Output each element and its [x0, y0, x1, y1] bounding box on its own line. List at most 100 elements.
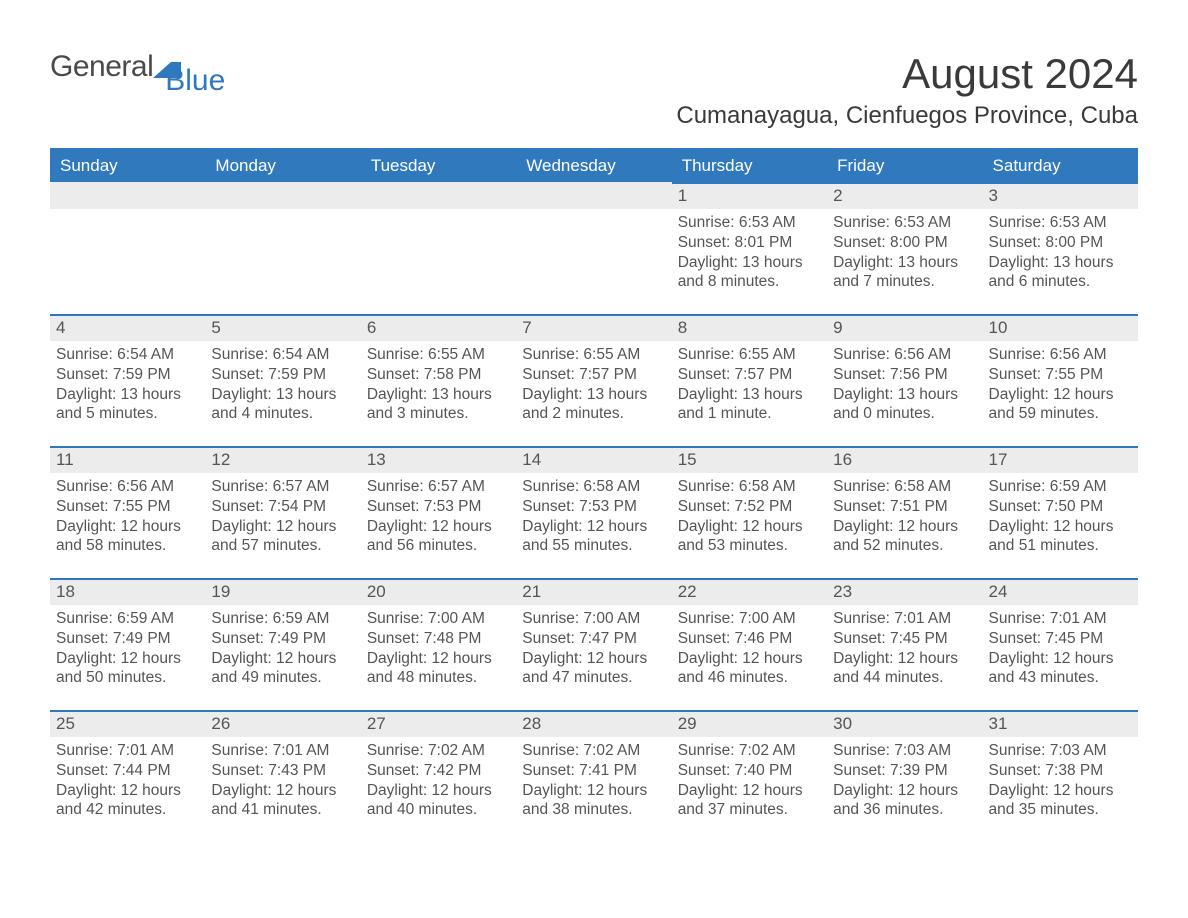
day-cell: 11Sunrise: 6:56 AMSunset: 7:55 PMDayligh… — [50, 446, 205, 578]
day-cell: 1Sunrise: 6:53 AMSunset: 8:01 PMDaylight… — [672, 182, 827, 314]
day-number: 23 — [827, 578, 982, 605]
day-number: 7 — [516, 314, 671, 341]
weekday-header-row: SundayMondayTuesdayWednesdayThursdayFrid… — [50, 149, 1138, 182]
day-cell: 14Sunrise: 6:58 AMSunset: 7:53 PMDayligh… — [516, 446, 671, 578]
daylight-line: Daylight: 12 hours and 57 minutes. — [211, 517, 354, 557]
sunrise-line: Sunrise: 6:53 AM — [989, 213, 1132, 233]
day-number: 16 — [827, 446, 982, 473]
day-cell — [516, 182, 671, 314]
daylight-line: Daylight: 13 hours and 0 minutes. — [833, 385, 976, 425]
day-cell: 6 Sunrise: 6:55 AMSunset: 7:58 PMDaylight… — [361, 314, 516, 446]
day-number: 1 — [672, 182, 827, 209]
sunrise-line: Sunrise: 7:00 AM — [678, 609, 821, 629]
sunset-line: Sunset: 7:42 PM — [367, 761, 510, 781]
sunrise-line: Sunrise: 6:58 AM — [833, 477, 976, 497]
daylight-line: Daylight: 13 hours and 4 minutes. — [211, 385, 354, 425]
sunset-line: Sunset: 8:01 PM — [678, 233, 821, 253]
week-row: 1 Sunrise: 6:53 AM Sunset: 8:01 PM Daylight… — [50, 182, 1138, 314]
day-details: Sunrise: 7:00 AMSunset: 7:47 PMDaylight:… — [522, 609, 665, 688]
daylight-line: Daylight: 12 hours and 50 minutes. — [56, 649, 199, 689]
day-number: 6 — [361, 314, 516, 341]
daylight-line: Daylight: 12 hours and 55 minutes. — [522, 517, 665, 557]
day-details: Sunrise: 6:59 AMSunset: 7:49 PMDaylight:… — [56, 609, 199, 688]
sunrise-line: Sunrise: 6:54 AM — [56, 345, 199, 365]
weekday-header: Saturday — [983, 149, 1138, 182]
day-details: Sunrise: 7:01 AMSunset: 7:44 PMDaylight:… — [56, 741, 199, 820]
day-cell: 28 Sunrise: 7:02 AMSunset: 7:41 PMDayligh… — [516, 710, 671, 842]
sunset-line: Sunset: 7:55 PM — [989, 365, 1132, 385]
day-cell: 16 Sunrise: 6:58 AMSunset: 7:51 PMDayligh… — [827, 446, 982, 578]
daylight-line: Daylight: 13 hours and 2 minutes. — [522, 385, 665, 425]
day-number: 12 — [205, 446, 360, 473]
day-details: Sunrise: 6:58 AMSunset: 7:51 PMDaylight:… — [833, 477, 976, 556]
day-cell: 30Sunrise: 7:03 AMSunset: 7:39 PMDayligh… — [827, 710, 982, 842]
sunrise-line: Sunrise: 6:55 AM — [678, 345, 821, 365]
day-number: 26 — [205, 710, 360, 737]
daylight-line: Daylight: 13 hours and 3 minutes. — [367, 385, 510, 425]
day-cell — [205, 182, 360, 314]
day-cell: 13Sunrise: 6:57 AMSunset: 7:53 PMDayligh… — [361, 446, 516, 578]
weekday-header: Friday — [827, 149, 982, 182]
sunset-line: Sunset: 7:45 PM — [833, 629, 976, 649]
day-number: 2 — [827, 182, 982, 209]
day-cell — [361, 182, 516, 314]
daylight-line: Daylight: 12 hours and 53 minutes. — [678, 517, 821, 557]
day-number — [50, 182, 205, 209]
sunset-line: Sunset: 7:55 PM — [56, 497, 199, 517]
sunrise-line: Sunrise: 7:03 AM — [989, 741, 1132, 761]
sunrise-line: Sunrise: 7:03 AM — [833, 741, 976, 761]
day-details: Sunrise: 6:54 AMSunset: 7:59 PMDaylight:… — [56, 345, 199, 424]
daylight-line: Daylight: 12 hours and 59 minutes. — [989, 385, 1132, 425]
sunrise-line: Sunrise: 7:02 AM — [522, 741, 665, 761]
day-cell: 25Sunrise: 7:01 AMSunset: 7:44 PMDayligh… — [50, 710, 205, 842]
sunrise-line: Sunrise: 6:59 AM — [211, 609, 354, 629]
daylight-line: Daylight: 12 hours and 38 minutes. — [522, 781, 665, 821]
sunrise-line: Sunrise: 6:57 AM — [367, 477, 510, 497]
weekday-header: Wednesday — [516, 149, 671, 182]
sunset-line: Sunset: 7:49 PM — [56, 629, 199, 649]
sunset-line: Sunset: 7:43 PM — [211, 761, 354, 781]
day-cell: 27Sunrise: 7:02 AMSunset: 7:42 PMDayligh… — [361, 710, 516, 842]
daylight-line: Daylight: 12 hours and 44 minutes. — [833, 649, 976, 689]
sunrise-line: Sunrise: 6:53 AM — [833, 213, 976, 233]
sunrise-line: Sunrise: 6:56 AM — [989, 345, 1132, 365]
sunrise-line: Sunrise: 7:02 AM — [678, 741, 821, 761]
day-details: Sunrise: 7:02 AMSunset: 7:41 PMDaylight:… — [522, 741, 665, 820]
day-cell: 9Sunrise: 6:56 AMSunset: 7:56 PMDaylight… — [827, 314, 982, 446]
calendar-body: 1 Sunrise: 6:53 AM Sunset: 8:01 PM Daylight… — [50, 182, 1138, 842]
day-number: 28 — [516, 710, 671, 737]
day-details: Sunrise: 6:55 AMSunset: 7:58 PMDaylight:… — [367, 345, 510, 424]
sunset-line: Sunset: 7:38 PM — [989, 761, 1132, 781]
sunset-line: Sunset: 7:52 PM — [678, 497, 821, 517]
sunset-line: Sunset: 7:50 PM — [989, 497, 1132, 517]
day-cell: 15Sunrise: 6:58 AMSunset: 7:52 PMDayligh… — [672, 446, 827, 578]
sunrise-line: Sunrise: 6:58 AM — [522, 477, 665, 497]
day-cell: 23 Sunrise: 7:01 AMSunset: 7:45 PMDayligh… — [827, 578, 982, 710]
day-details: Sunrise: 6:56 AMSunset: 7:55 PMDaylight:… — [989, 345, 1132, 424]
day-cell: 31Sunrise: 7:03 AMSunset: 7:38 PMDayligh… — [983, 710, 1138, 842]
day-details: Sunrise: 6:54 AMSunset: 7:59 PMDaylight:… — [211, 345, 354, 424]
weekday-header: Thursday — [672, 149, 827, 182]
sunrise-line: Sunrise: 7:01 AM — [833, 609, 976, 629]
day-details: Sunrise: 7:01 AMSunset: 7:45 PMDaylight:… — [833, 609, 976, 688]
daylight-line: Daylight: 13 hours and 6 minutes. — [989, 253, 1132, 293]
day-details: Sunrise: 7:03 AMSunset: 7:39 PMDaylight:… — [833, 741, 976, 820]
sunrise-line: Sunrise: 7:01 AM — [211, 741, 354, 761]
day-details: Sunrise: 7:02 AMSunset: 7:40 PMDaylight:… — [678, 741, 821, 820]
daylight-line: Daylight: 12 hours and 42 minutes. — [56, 781, 199, 821]
day-number — [205, 182, 360, 209]
weekday-header: Monday — [205, 149, 360, 182]
daylight-line: Daylight: 12 hours and 47 minutes. — [522, 649, 665, 689]
week-row: 11Sunrise: 6:56 AMSunset: 7:55 PMDayligh… — [50, 446, 1138, 578]
sunset-line: Sunset: 7:57 PM — [678, 365, 821, 385]
day-cell: 20Sunrise: 7:00 AMSunset: 7:48 PMDayligh… — [361, 578, 516, 710]
daylight-line: Daylight: 12 hours and 35 minutes. — [989, 781, 1132, 821]
day-number: 27 — [361, 710, 516, 737]
day-number: 9 — [827, 314, 982, 341]
week-row: 18Sunrise: 6:59 AMSunset: 7:49 PMDayligh… — [50, 578, 1138, 710]
day-details: Sunrise: 6:55 AMSunset: 7:57 PMDaylight:… — [678, 345, 821, 424]
day-cell: 10Sunrise: 6:56 AMSunset: 7:55 PMDayligh… — [983, 314, 1138, 446]
day-details: Sunrise: 6:53 AMSunset: 8:00 PMDaylight:… — [989, 213, 1132, 292]
daylight-line: Daylight: 13 hours and 7 minutes. — [833, 253, 976, 293]
daylight-line: Daylight: 12 hours and 46 minutes. — [678, 649, 821, 689]
